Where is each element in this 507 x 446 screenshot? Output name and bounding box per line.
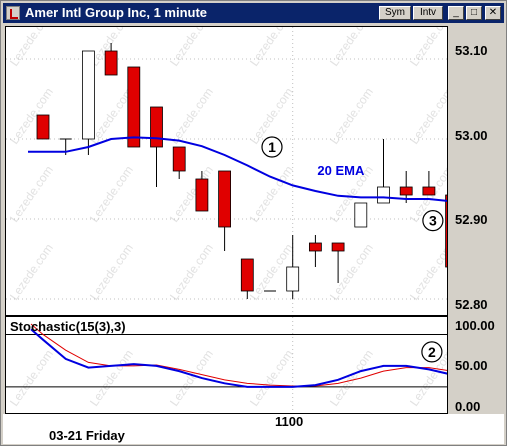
candle-body — [218, 170, 232, 228]
symbol-button[interactable]: Sym — [379, 6, 411, 20]
annotation-circle-1-label: 1 — [268, 139, 276, 155]
watermark-text: Lezede.com — [7, 347, 56, 409]
watermark-text: Lezede.com — [167, 27, 216, 69]
close-icon: ✕ — [488, 7, 498, 18]
symbol-button-label: Sym — [385, 7, 405, 18]
time-tick-label: 1100 — [275, 414, 304, 429]
candle-body — [195, 178, 209, 212]
candle-body — [127, 66, 141, 148]
candle-body — [399, 186, 413, 196]
watermark-text: Lezede.com — [7, 27, 56, 69]
watermark-text: Lezede.com — [407, 241, 447, 303]
price-chart: Lezede.com Lezede.com Lezede.com Lezede.com… — [6, 27, 447, 315]
chart-app-icon — [6, 6, 20, 20]
stochastic-chart: Lezede.com Lezede.com Lezede.com Lezede.com… — [6, 317, 447, 413]
indicator-label: Stochastic(15(3),3) — [10, 319, 126, 334]
stochastic-tick-label: 0.00 — [455, 399, 481, 414]
stochastic-tick-label: 50.00 — [455, 358, 488, 373]
ema-line — [28, 136, 447, 202]
stochastic-k-line — [30, 328, 447, 388]
stochastic-tick-label: 100.00 — [455, 318, 495, 333]
watermark-text: Lezede.com — [247, 163, 296, 225]
price-tick-label: 53.10 — [455, 43, 488, 58]
stochastic-d-line — [30, 323, 447, 387]
watermark-text: Lezede.com — [7, 163, 56, 225]
watermark-text: Lezede.com — [167, 85, 216, 147]
price-tick-label: 52.90 — [455, 212, 488, 227]
candle-body — [82, 50, 95, 140]
watermark-text: Lezede.com — [87, 163, 136, 225]
minimize-icon: _ — [453, 7, 459, 18]
watermark-text: Lezede.com — [167, 163, 216, 225]
watermark-text: Lezede.com — [327, 27, 376, 69]
stochastic-panel[interactable]: Lezede.com Lezede.com Lezede.com Lezede.com… — [5, 316, 448, 414]
annotation-circle-2-label: 2 — [428, 344, 436, 360]
candle-body — [172, 146, 186, 172]
watermark-text: Lezede.com — [247, 27, 296, 69]
candle-body — [104, 50, 118, 76]
annotation-circle-3-label: 3 — [429, 213, 437, 229]
maximize-icon: □ — [470, 7, 478, 18]
candle-body — [308, 242, 322, 252]
annotation-circle-1 — [261, 136, 283, 158]
title-bar[interactable]: Amer Intl Group Inc, 1 minute Sym Intv _… — [3, 3, 504, 23]
price-chart-panel[interactable]: Lezede.com Lezede.com Lezede.com Lezede.com… — [5, 26, 448, 316]
watermark-text: Lezede.com — [167, 241, 216, 303]
watermark-text: Lezede.com — [87, 347, 136, 409]
watermark-text: Lezede.com — [327, 85, 376, 147]
annotation-circle-3 — [422, 210, 444, 232]
candle-body — [354, 202, 368, 228]
price-tick-label: 53.00 — [455, 128, 488, 143]
window-title: Amer Intl Group Inc, 1 minute — [25, 5, 208, 20]
candle-body — [422, 186, 436, 196]
close-button[interactable]: ✕ — [485, 6, 501, 20]
interval-button[interactable]: Intv — [413, 6, 443, 20]
price-tick-label: 52.80 — [455, 297, 488, 312]
watermark-text: Lezede.com — [327, 347, 376, 409]
watermark-text: Lezede.com — [7, 241, 56, 303]
interval-button-label: Intv — [419, 7, 437, 18]
candle-body — [240, 258, 254, 292]
watermark-text: Lezede.com — [87, 241, 136, 303]
date-label: 03-21 Friday — [49, 428, 125, 443]
candle-body — [445, 194, 447, 268]
time-axis: 1100 03-21 Friday — [3, 414, 504, 444]
ema-label: 20 EMA — [317, 163, 365, 178]
candle-body — [286, 266, 300, 292]
candle-body — [150, 106, 163, 148]
annotation-circle-2 — [421, 341, 443, 363]
candle-body — [377, 186, 390, 204]
maximize-button[interactable]: □ — [466, 6, 482, 20]
watermark-text: Lezede.com — [407, 85, 447, 147]
watermark-text: Lezede.com — [167, 347, 216, 409]
watermark-text: Lezede.com — [247, 347, 296, 409]
watermark-text: Lezede.com — [407, 27, 447, 69]
candle-body — [331, 242, 345, 252]
candle-body — [36, 114, 50, 140]
minimize-button[interactable]: _ — [448, 6, 464, 20]
